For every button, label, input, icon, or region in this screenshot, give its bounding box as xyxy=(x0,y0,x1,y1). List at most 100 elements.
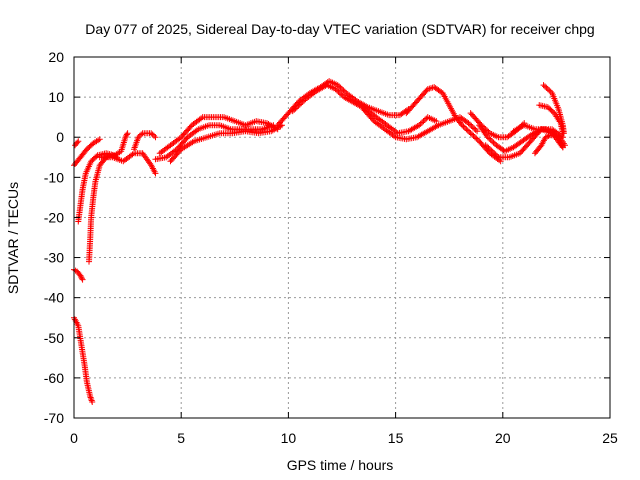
data-point xyxy=(484,134,491,141)
data-point xyxy=(487,136,494,143)
x-axis-ticks: 0 5 10 15 20 25 xyxy=(70,57,618,446)
data-point xyxy=(78,275,85,282)
data-point xyxy=(336,83,343,90)
data-point xyxy=(463,126,470,133)
data-point xyxy=(335,88,342,95)
data-point xyxy=(332,86,339,93)
data-point xyxy=(416,122,423,129)
data-point xyxy=(93,153,100,160)
data-point xyxy=(79,276,86,283)
series-s5 xyxy=(71,136,103,169)
data-point xyxy=(299,98,306,105)
data-point xyxy=(289,108,296,115)
data-point xyxy=(291,106,298,113)
data-point xyxy=(333,87,340,94)
data-point xyxy=(561,142,568,149)
data-point xyxy=(89,398,96,405)
data-point xyxy=(547,88,554,95)
data-point xyxy=(78,273,85,280)
data-point xyxy=(494,152,501,159)
data-point xyxy=(466,121,473,128)
series-s6 xyxy=(72,138,82,149)
series-s4 xyxy=(75,130,131,225)
y-tick-label: 10 xyxy=(48,89,64,105)
series-s10 xyxy=(156,114,281,157)
data-point xyxy=(148,130,155,137)
data-point xyxy=(544,133,551,140)
data-point xyxy=(138,131,145,138)
data-point xyxy=(464,127,471,134)
y-tick-label: -30 xyxy=(44,250,64,266)
data-point xyxy=(471,134,478,141)
y-tick-label: -60 xyxy=(44,370,64,386)
y-tick-label: -20 xyxy=(44,209,64,225)
data-point xyxy=(419,119,426,126)
x-tick-label: 10 xyxy=(281,430,297,446)
series-s8 xyxy=(131,130,159,153)
x-axis-title: GPS time / hours xyxy=(287,457,394,473)
data-point xyxy=(474,136,481,143)
data-point xyxy=(490,139,497,146)
y-axis-ticks: 20 10 0 -10 -20 -30 -40 -50 -60 -70 xyxy=(44,49,610,426)
data-point xyxy=(541,83,548,90)
data-point xyxy=(136,132,143,139)
data-point xyxy=(485,144,492,151)
data-point xyxy=(292,105,299,112)
y-tick-label: -70 xyxy=(44,410,64,426)
data-point xyxy=(466,128,473,135)
data-point xyxy=(336,90,343,97)
data-point xyxy=(486,146,493,153)
y-tick-label: -10 xyxy=(44,169,64,185)
x-tick-label: 5 xyxy=(177,430,185,446)
chart-title: Day 077 of 2025, Sidereal Day-to-day VTE… xyxy=(85,21,594,37)
data-point xyxy=(96,136,103,143)
data-point xyxy=(560,130,567,137)
data-point xyxy=(77,272,84,279)
data-point xyxy=(151,132,158,139)
data-point xyxy=(484,143,491,150)
y-tick-label: 20 xyxy=(48,49,64,65)
data-point xyxy=(421,116,428,123)
data-point xyxy=(488,147,495,154)
data-point xyxy=(486,135,493,142)
data-point xyxy=(122,134,129,141)
data-point xyxy=(468,122,475,129)
data-point xyxy=(469,131,476,138)
series-s11 xyxy=(167,122,285,165)
data-point xyxy=(124,130,131,137)
data-point xyxy=(542,134,549,141)
data-point xyxy=(543,84,550,91)
data-point xyxy=(467,130,474,137)
data-point xyxy=(340,87,347,94)
data-point xyxy=(492,151,499,158)
data-point xyxy=(472,126,479,133)
series-s14 xyxy=(360,106,481,143)
x-tick-label: 25 xyxy=(602,430,618,446)
data-point xyxy=(546,87,553,94)
y-tick-label: -50 xyxy=(44,330,64,346)
x-tick-label: 20 xyxy=(495,430,511,446)
series-s12 xyxy=(274,78,412,129)
data-point xyxy=(474,128,481,135)
grid-lines xyxy=(74,57,610,418)
data-point xyxy=(545,132,552,139)
data-point xyxy=(334,82,341,89)
data-point xyxy=(338,91,345,98)
data-point xyxy=(152,134,159,141)
data-point xyxy=(88,395,95,402)
series-s22 xyxy=(540,82,567,137)
data-point xyxy=(469,124,476,131)
data-point xyxy=(489,138,496,145)
y-tick-label: -40 xyxy=(44,290,64,306)
series-s7 xyxy=(96,150,159,177)
x-tick-label: 15 xyxy=(388,430,404,446)
data-point xyxy=(293,104,300,111)
series-s15 xyxy=(403,84,504,165)
data-point xyxy=(75,138,82,145)
data-point xyxy=(295,102,302,109)
y-axis-title: SDTVAR / TECUs xyxy=(5,182,21,294)
data-point xyxy=(296,101,303,108)
data-point xyxy=(152,170,159,177)
data-point xyxy=(123,131,130,138)
data-point xyxy=(420,118,427,125)
